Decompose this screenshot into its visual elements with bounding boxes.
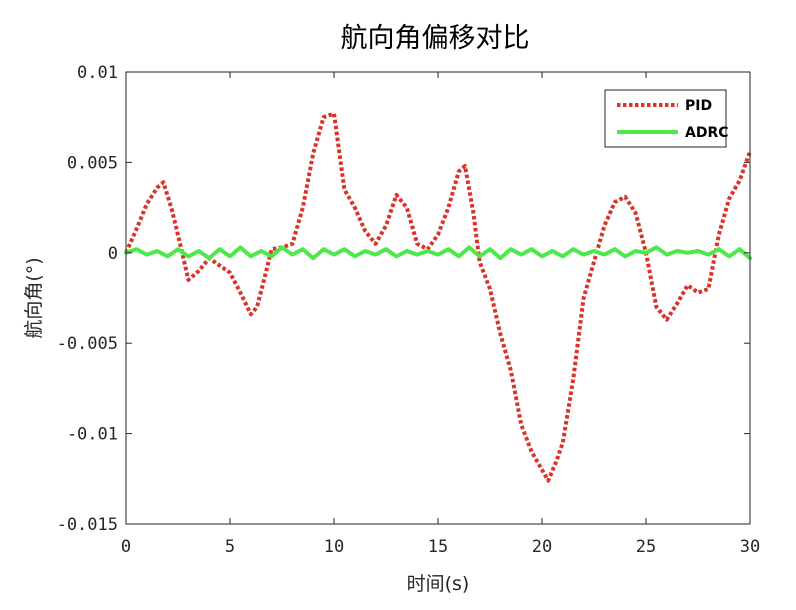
y-axis-label: 航向角(°): [23, 257, 45, 338]
y-tick-label: 0: [108, 244, 118, 264]
legend-label-pid: PID: [685, 98, 712, 114]
y-tick-label: 0.01: [77, 63, 118, 83]
x-tick-label: 10: [324, 537, 344, 557]
series-line-pid: [124, 111, 752, 483]
x-tick-label: 25: [636, 537, 656, 557]
x-tick-label: 30: [740, 537, 760, 557]
x-tick-label: 20: [532, 537, 552, 557]
x-tick-label: 15: [428, 537, 448, 557]
x-axis-label: 时间(s): [407, 573, 470, 595]
series-line-adrc: [124, 245, 752, 261]
axes-layer: 0 5 10 15 20 25 30 0.01 0.005 0 -0.005 -0.01 -0.015: [57, 63, 761, 557]
y-tick-label: -0.015: [57, 515, 118, 535]
legend-label-adrc: ADRC: [685, 125, 729, 141]
y-tick-label: 0.005: [67, 153, 118, 173]
series-layer: [124, 111, 752, 483]
x-tick-label: 0: [121, 537, 131, 557]
y-tick-label: -0.01: [67, 425, 118, 445]
x-tick-label: 5: [225, 537, 235, 557]
y-tick-label: -0.005: [57, 334, 118, 354]
legend-box: [604, 89, 727, 148]
chart-title: 航向角偏移对比: [341, 23, 530, 54]
legend: PID ADRC: [604, 89, 729, 148]
